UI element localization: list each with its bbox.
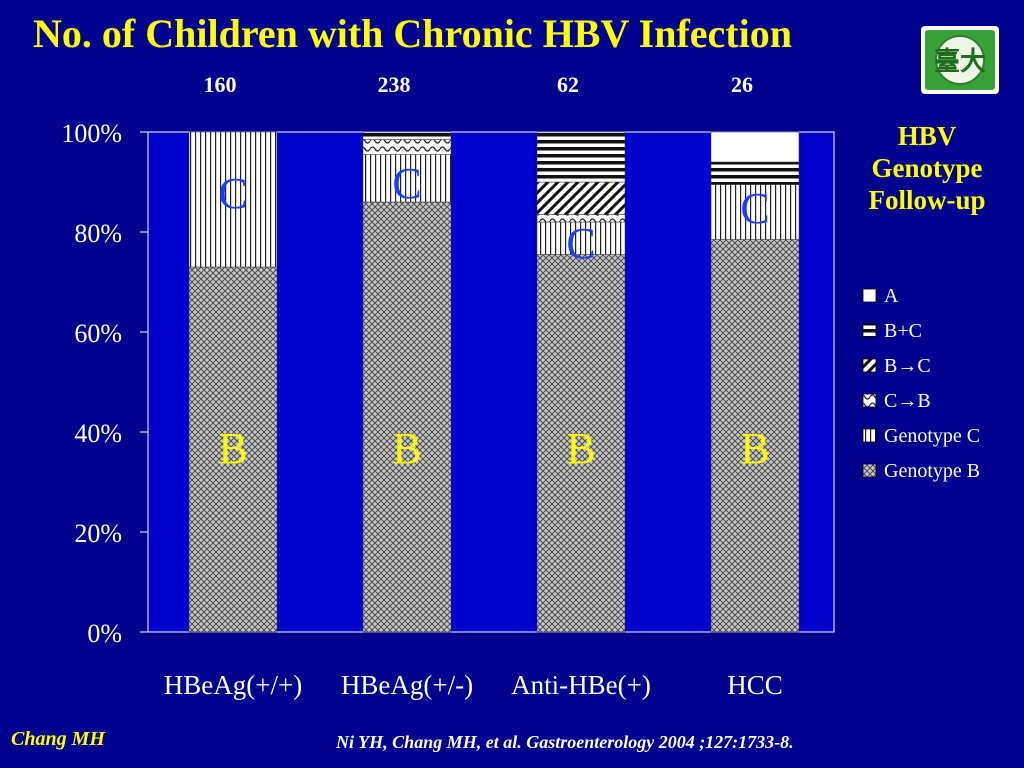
citation: Ni YH, Chang MH, et al. Gastroenterology… (336, 732, 794, 752)
legend-title-line: Follow-up (868, 185, 986, 215)
x-category-label: HBeAg(+/-) (341, 670, 473, 700)
slide-title: No. of Children with Chronic HBV Infecti… (33, 11, 792, 56)
legend-swatch (862, 463, 877, 478)
bar-segment-genotype-b (188, 266, 278, 633)
y-tick-label: 0% (87, 619, 122, 648)
y-tick-label: 20% (74, 519, 122, 548)
bar-segment-genotype-b (710, 239, 800, 633)
legend-title: HBV Genotype Follow-up (848, 120, 1006, 216)
author-label: Chang MH (11, 728, 105, 750)
bar-count-label: 238 (378, 72, 411, 97)
x-category-label: HBeAg(+/+) (164, 670, 302, 700)
bar-segment-b-c (536, 131, 626, 183)
bar-annotation-b: B (740, 424, 769, 473)
legend-entry: B+C (884, 320, 922, 342)
y-tick-label: 100% (61, 119, 122, 148)
bar-segment-b-c (710, 161, 800, 185)
university-logo-icon: 臺大 (921, 26, 999, 94)
bar-segment-genotype-c (710, 184, 800, 240)
bar-segment-genotype-c (362, 154, 452, 203)
bar-count-label: 62 (557, 72, 579, 97)
bar-annotation-b: B (566, 424, 595, 473)
bar-annotation-c: C (740, 184, 769, 233)
legend-swatch (862, 323, 877, 338)
legend-entry: B→C (884, 355, 931, 377)
bar-segment-genotype-b (536, 254, 626, 633)
legend-swatch (862, 358, 877, 373)
bar-segment-c-b (362, 139, 452, 155)
bar-count-label: 26 (731, 72, 753, 97)
bar-annotation-c: C (566, 219, 595, 268)
legend-entry: Genotype B (884, 460, 980, 482)
legend-title-line: Genotype (871, 153, 983, 183)
bar-count-label: 160 (204, 72, 237, 97)
x-category-label: Anti-HBe(+) (511, 670, 651, 700)
bar-annotation-b: B (392, 424, 421, 473)
bar-annotation-b: B (218, 424, 247, 473)
legend-entry: A (884, 285, 899, 307)
bar-annotation-c: C (392, 159, 421, 208)
legend-title-line: HBV (897, 121, 957, 151)
bar-segment-a (710, 131, 800, 163)
legend-entry: C→B (884, 390, 931, 412)
bar-annotation-c: C (218, 169, 247, 218)
x-category-label: HCC (727, 670, 783, 700)
y-tick-label: 40% (74, 419, 122, 448)
bar-segment-b-c (536, 181, 626, 215)
svg-text:臺大: 臺大 (934, 47, 986, 77)
legend-swatch (862, 428, 877, 443)
legend-swatch (862, 393, 877, 408)
bar-segment-genotype-c (188, 131, 278, 268)
legend-entry: Genotype C (884, 425, 980, 447)
legend-swatch (862, 288, 877, 303)
bar-segment-genotype-b (362, 201, 452, 633)
y-tick-label: 60% (74, 319, 122, 348)
y-tick-label: 80% (74, 219, 122, 248)
bar-segment-b-c (362, 131, 452, 140)
bar-segment-genotype-c (536, 221, 626, 255)
